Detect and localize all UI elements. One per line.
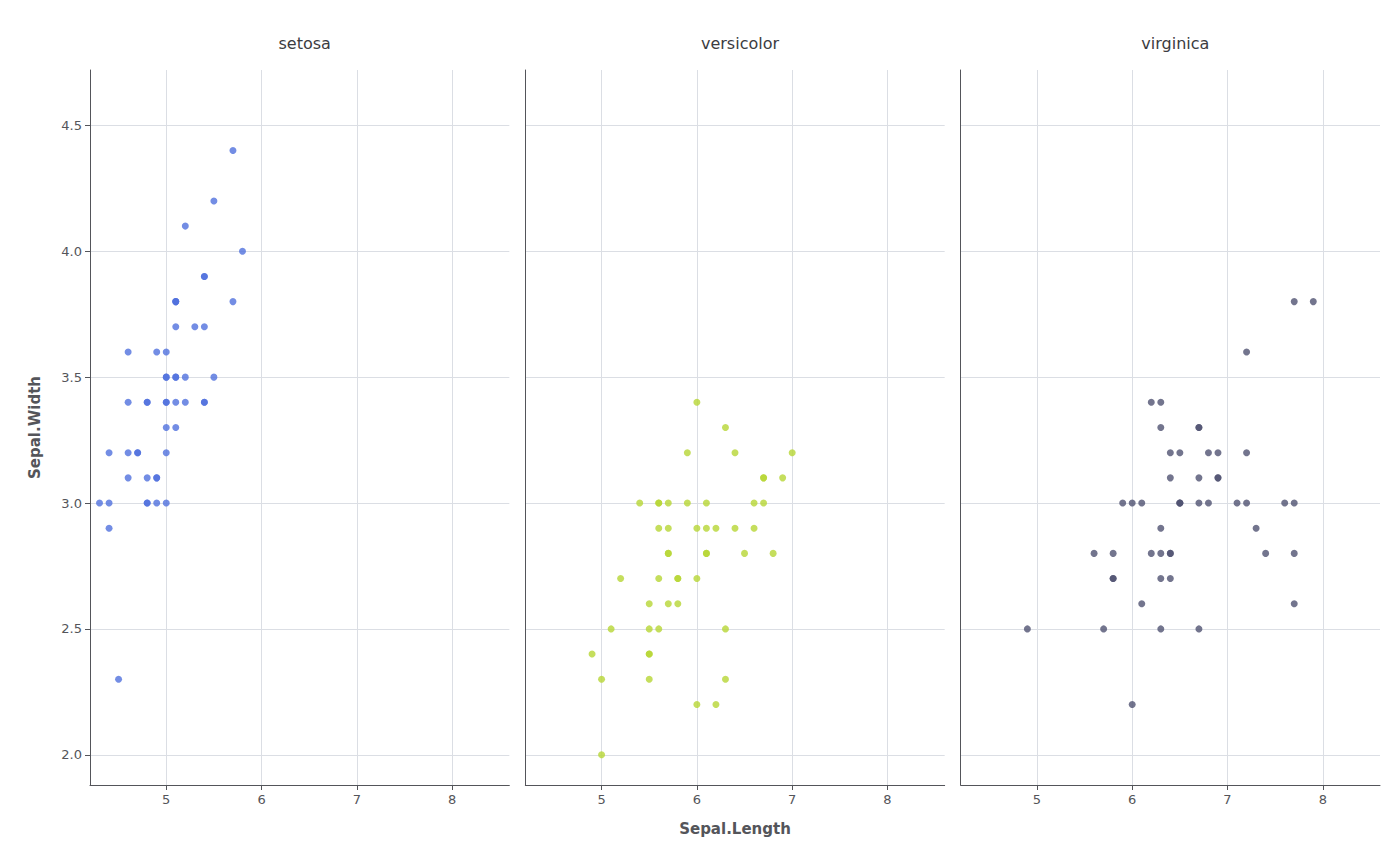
svg-text:7: 7 bbox=[788, 792, 796, 807]
svg-text:2.5: 2.5 bbox=[61, 621, 82, 636]
svg-text:versicolor: versicolor bbox=[701, 34, 779, 53]
svg-text:7: 7 bbox=[1223, 792, 1231, 807]
svg-text:8: 8 bbox=[883, 792, 891, 807]
svg-text:6: 6 bbox=[257, 792, 265, 807]
svg-text:setosa: setosa bbox=[278, 34, 330, 53]
svg-text:5: 5 bbox=[597, 792, 605, 807]
svg-text:3.5: 3.5 bbox=[61, 370, 82, 385]
svg-text:7: 7 bbox=[353, 792, 361, 807]
svg-text:8: 8 bbox=[448, 792, 456, 807]
svg-text:5: 5 bbox=[1033, 792, 1041, 807]
svg-text:virginica: virginica bbox=[1141, 34, 1209, 53]
svg-text:3.0: 3.0 bbox=[61, 496, 82, 511]
svg-text:8: 8 bbox=[1319, 792, 1327, 807]
svg-text:Sepal.Length: Sepal.Length bbox=[679, 820, 791, 838]
svg-text:4.5: 4.5 bbox=[61, 118, 82, 133]
svg-text:6: 6 bbox=[1128, 792, 1136, 807]
svg-text:Sepal.Width: Sepal.Width bbox=[26, 376, 44, 479]
svg-text:2.0: 2.0 bbox=[61, 747, 82, 762]
svg-text:4.0: 4.0 bbox=[61, 244, 82, 259]
svg-text:5: 5 bbox=[162, 792, 170, 807]
svg-text:6: 6 bbox=[693, 792, 701, 807]
